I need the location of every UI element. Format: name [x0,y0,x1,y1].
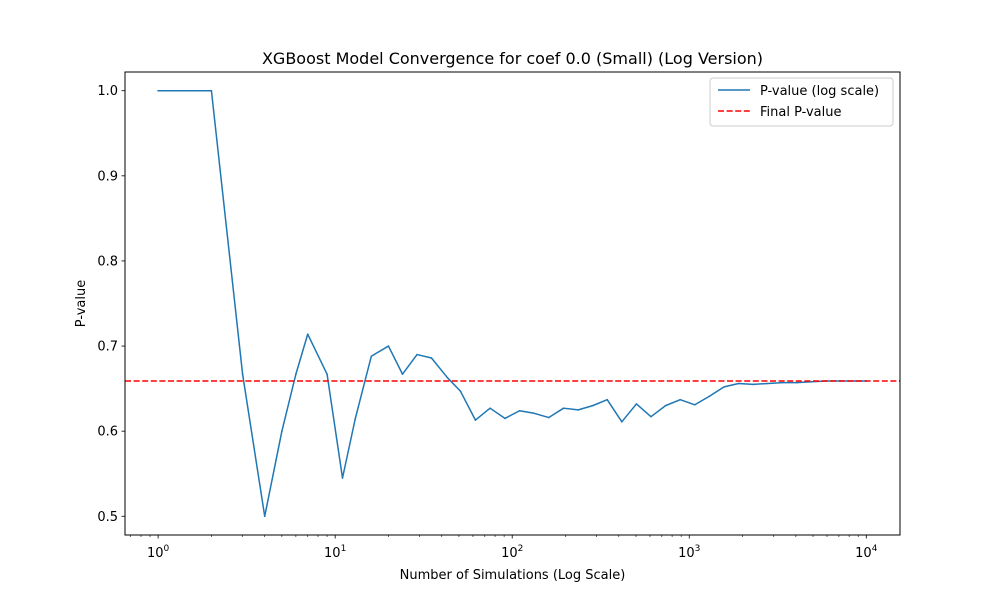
data-point [708,395,711,398]
data-point [459,390,462,392]
data-point [533,412,535,415]
chart-title: XGBoost Model Convergence for coef 0.0 (… [262,49,763,68]
legend-label-pvalue: P-value (log scale) [760,84,879,99]
legend-label-final: Final P-value [760,105,842,120]
data-point [591,404,594,407]
data-point [796,381,798,384]
y-tick-label: 0.8 [97,254,118,269]
data-point [781,381,784,384]
y-axis-ticks: 0.5 0.6 0.7 0.8 0.9 1.0 [97,84,125,525]
data-point [241,373,244,375]
data-point [854,380,857,382]
x-axis-label: Number of Simulations (Log Scale) [400,568,626,583]
data-point [504,417,506,420]
data-point [489,407,491,409]
y-tick-label: 1.0 [97,84,118,99]
y-tick-label: 0.5 [97,510,118,525]
data-point [446,376,449,379]
data-point [474,419,477,421]
data-point [723,386,725,388]
data-point [737,382,740,385]
data-point [577,409,580,411]
legend-frame [709,77,894,127]
data-point [548,416,550,419]
y-tick-label: 0.7 [97,340,118,355]
data-point [416,353,418,356]
data-point [767,382,769,385]
data-point [635,403,638,405]
data-point [295,373,297,375]
y-axis-label: P-value [74,280,89,327]
data-point [650,415,652,418]
data-point [341,477,344,479]
legend: P-value (log scale) Final P-value [709,77,894,127]
data-point [430,357,433,359]
data-point [694,403,696,406]
data-point [752,383,754,386]
data-point [621,421,623,423]
data-point [281,430,283,432]
data-point [157,89,159,92]
data-point [354,417,357,420]
data-point [306,333,309,335]
data-point [664,404,667,407]
y-tick-label: 0.9 [97,169,118,184]
data-point [326,373,328,375]
data-point [263,515,266,518]
data-point [210,89,213,92]
data-point [679,398,682,401]
x-axis-ticks: 100 101 102 103 104 [130,535,878,561]
data-point [401,373,404,375]
data-point [370,355,373,358]
data-point [518,409,521,412]
data-point [810,381,813,383]
data-point [562,407,565,409]
data-point [387,345,390,347]
y-tick-label: 0.6 [97,425,118,440]
plot-area [125,89,900,518]
data-point [606,398,609,401]
